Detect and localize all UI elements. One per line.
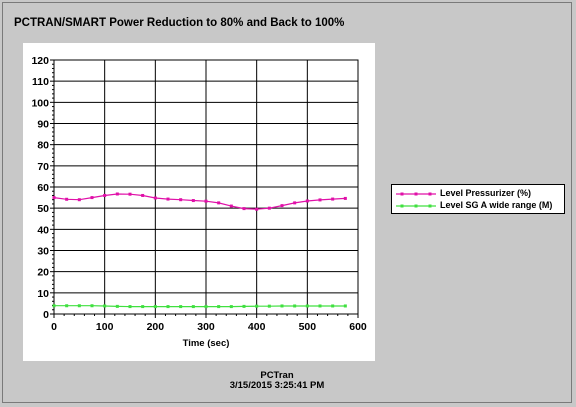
- y-tick-label: 0: [43, 309, 49, 321]
- legend-item-sg-level: Level SG A wide range (M): [394, 200, 562, 212]
- data-point: [141, 193, 145, 197]
- x-tick-label: 100: [96, 321, 114, 333]
- data-point: [191, 305, 195, 309]
- data-point: [229, 305, 233, 309]
- chart-title: PCTRAN/SMART Power Reduction to 80% and …: [14, 17, 345, 29]
- line-chart: 0 10 20 30 40 50 60 70 80 90 100 110 120 0 100 200 300 40…: [31, 55, 367, 349]
- legend: Level Pressurizer (%) Level SG A wide ra…: [391, 184, 565, 214]
- series-0: [52, 192, 347, 211]
- data-point: [305, 199, 309, 203]
- legend-item-pressurizer: Level Pressurizer (%): [394, 188, 562, 200]
- data-point: [204, 305, 208, 309]
- data-point: [242, 207, 246, 211]
- data-point: [103, 304, 107, 308]
- data-point: [331, 197, 335, 201]
- series-line: [54, 305, 346, 308]
- data-point: [65, 197, 69, 201]
- footer-program: PCTran: [260, 370, 294, 381]
- data-point: [52, 304, 56, 308]
- data-point: [293, 304, 297, 308]
- data-point: [331, 304, 335, 308]
- data-point: [305, 304, 309, 308]
- legend-swatch-pressurizer: [396, 192, 436, 196]
- data-point: [153, 196, 157, 200]
- data-point: [318, 198, 322, 202]
- x-tick-label: 200: [147, 321, 165, 333]
- data-point: [267, 304, 271, 308]
- y-tick-label: 50: [37, 203, 49, 215]
- data-point: [179, 305, 183, 309]
- y-tick-label: 70: [37, 161, 49, 173]
- data-point: [128, 192, 132, 196]
- legend-swatch-marker: [400, 192, 404, 196]
- data-point: [77, 198, 81, 202]
- y-tick-label: 10: [37, 288, 49, 300]
- data-point: [217, 201, 221, 205]
- data-point: [204, 199, 208, 203]
- series-line: [53, 193, 346, 210]
- y-tick-label: 80: [37, 140, 49, 152]
- data-point: [166, 305, 170, 309]
- x-axis-label: Time (sec): [183, 338, 230, 349]
- data-point: [90, 196, 94, 200]
- data-point: [166, 197, 170, 201]
- y-tick-label: 40: [37, 224, 49, 236]
- chart-window: PCTRAN/SMART Power Reduction to 80% and …: [2, 2, 572, 403]
- data-point: [267, 206, 271, 210]
- legend-swatch-marker: [400, 204, 404, 208]
- data-point: [179, 198, 183, 202]
- legend-swatch-marker: [428, 192, 432, 196]
- data-point: [65, 304, 69, 308]
- legend-swatch-marker: [414, 192, 418, 196]
- data-point: [280, 304, 284, 308]
- footer-timestamp: 3/15/2015 3:25:41 PM: [229, 380, 325, 391]
- legend-label-pressurizer: Level Pressurizer (%): [440, 188, 532, 198]
- x-tick-label: 0: [51, 321, 57, 333]
- data-point: [90, 304, 94, 308]
- y-tick-label: 60: [37, 182, 49, 194]
- data-point: [255, 304, 259, 308]
- data-point: [293, 201, 297, 205]
- data-point: [191, 199, 195, 203]
- series-1: [52, 304, 347, 309]
- data-point: [153, 305, 157, 309]
- data-point: [52, 196, 56, 200]
- data-point: [318, 304, 322, 308]
- data-point: [115, 304, 119, 308]
- x-tick-label: 300: [197, 321, 215, 333]
- y-tick-label: 120: [31, 55, 49, 67]
- data-point: [280, 204, 284, 208]
- y-tick-label: 20: [37, 267, 49, 279]
- y-tick-label: 110: [32, 76, 49, 88]
- data-point: [343, 304, 347, 308]
- data-point: [343, 196, 347, 200]
- y-tick-label: 90: [37, 119, 49, 131]
- data-point: [141, 305, 145, 309]
- y-tick-label: 30: [37, 246, 49, 258]
- data-point: [103, 193, 107, 197]
- legend-label-sg-level: Level SG A wide range (M): [440, 200, 553, 210]
- data-point: [128, 305, 132, 309]
- y-tick-label: 100: [31, 97, 49, 109]
- x-tick-label: 500: [299, 321, 317, 333]
- data-point: [115, 192, 119, 196]
- data-point: [242, 304, 246, 308]
- data-point: [255, 207, 259, 211]
- legend-swatch-marker: [414, 204, 418, 208]
- x-tick-label: 400: [248, 321, 266, 333]
- legend-swatch-sg-level: [396, 204, 436, 208]
- data-point: [217, 305, 221, 309]
- data-point: [229, 204, 233, 208]
- legend-swatch-marker: [428, 204, 432, 208]
- x-tick-label: 600: [349, 321, 367, 333]
- data-point: [77, 304, 81, 308]
- plot-panel: 0 10 20 30 40 50 60 70 80 90 100 110 120 0 100 200 300 40…: [23, 43, 375, 361]
